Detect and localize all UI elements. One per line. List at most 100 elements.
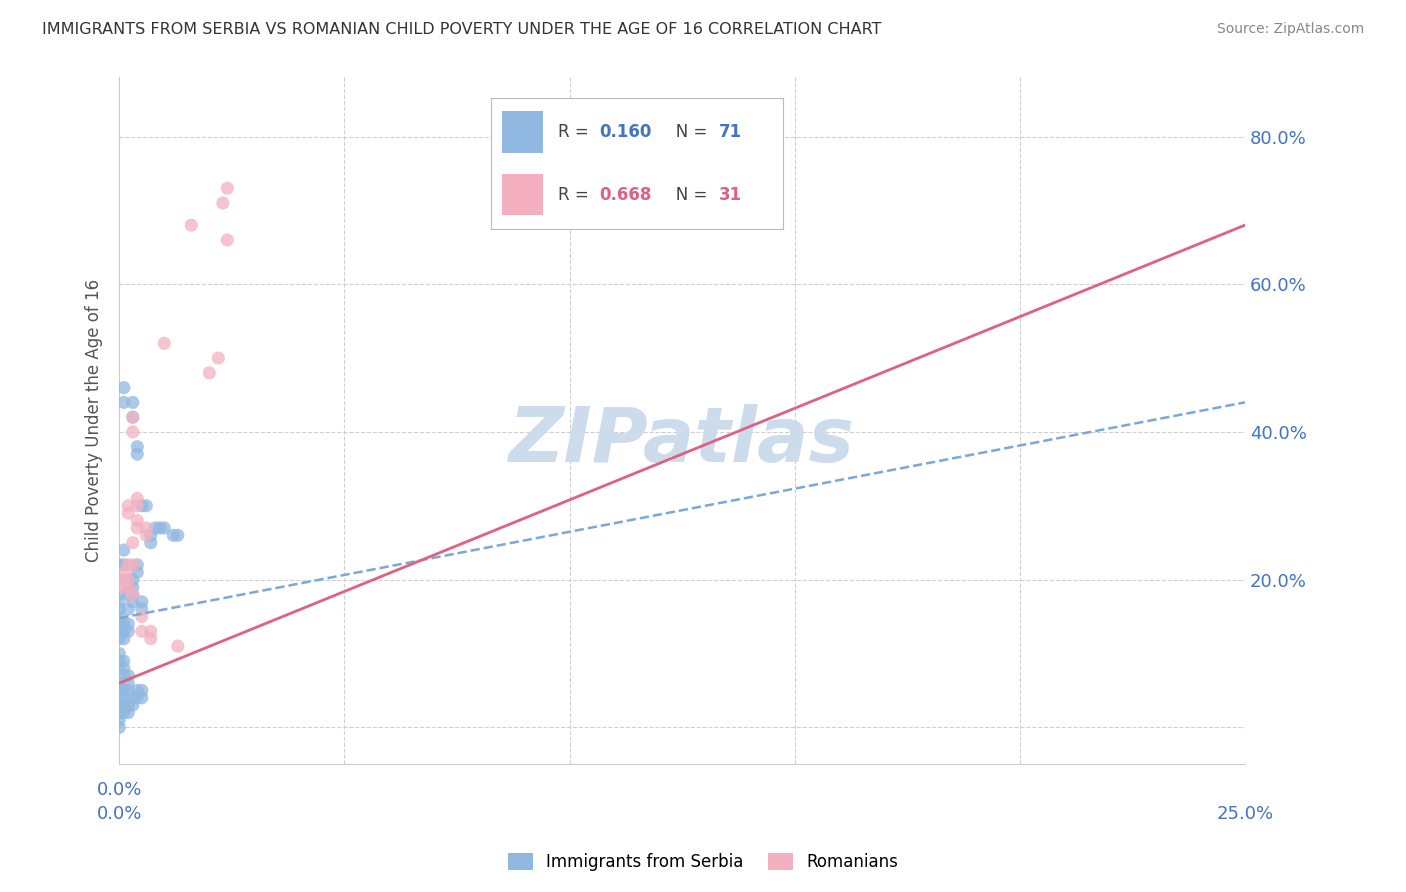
Point bbox=[121, 580, 143, 594]
Point bbox=[127, 491, 149, 506]
Point bbox=[207, 351, 229, 365]
Point bbox=[217, 181, 239, 195]
Point bbox=[121, 425, 143, 439]
Text: 0.0%: 0.0% bbox=[97, 780, 142, 799]
Point bbox=[112, 381, 135, 395]
Point bbox=[117, 676, 139, 690]
Point bbox=[117, 602, 139, 616]
Point bbox=[131, 602, 153, 616]
Point bbox=[112, 566, 135, 580]
Point bbox=[121, 410, 143, 425]
Point bbox=[117, 580, 139, 594]
Text: 0.0%: 0.0% bbox=[97, 805, 142, 823]
Point bbox=[127, 514, 149, 528]
Point bbox=[108, 624, 131, 639]
Point bbox=[112, 580, 135, 594]
Point bbox=[127, 566, 149, 580]
Point bbox=[162, 528, 184, 542]
Point bbox=[139, 632, 162, 646]
Point bbox=[139, 535, 162, 549]
Point bbox=[112, 573, 135, 587]
Point bbox=[108, 713, 131, 727]
Point bbox=[135, 521, 157, 535]
Point bbox=[112, 698, 135, 713]
Point bbox=[117, 573, 139, 587]
Legend: Immigrants from Serbia, Romanians: Immigrants from Serbia, Romanians bbox=[499, 845, 907, 880]
Point bbox=[117, 573, 139, 587]
Text: IMMIGRANTS FROM SERBIA VS ROMANIAN CHILD POVERTY UNDER THE AGE OF 16 CORRELATION: IMMIGRANTS FROM SERBIA VS ROMANIAN CHILD… bbox=[42, 22, 882, 37]
Point bbox=[131, 595, 153, 609]
Point bbox=[117, 580, 139, 594]
Point bbox=[117, 499, 139, 513]
Point bbox=[117, 506, 139, 520]
Point bbox=[127, 690, 149, 705]
Point bbox=[131, 624, 153, 639]
Text: Source: ZipAtlas.com: Source: ZipAtlas.com bbox=[1216, 22, 1364, 37]
Point bbox=[117, 668, 139, 682]
Point bbox=[166, 639, 188, 653]
Point bbox=[112, 395, 135, 409]
Point bbox=[198, 366, 221, 380]
Point bbox=[112, 624, 135, 639]
Point bbox=[153, 336, 176, 351]
Point bbox=[217, 233, 239, 247]
Point bbox=[117, 624, 139, 639]
Point bbox=[121, 535, 143, 549]
Point bbox=[108, 683, 131, 698]
Point bbox=[127, 521, 149, 535]
Point bbox=[139, 528, 162, 542]
Point bbox=[112, 558, 135, 572]
Point bbox=[112, 632, 135, 646]
Point bbox=[121, 573, 143, 587]
Point bbox=[108, 647, 131, 661]
Point bbox=[143, 521, 166, 535]
Point bbox=[127, 558, 149, 572]
Point bbox=[108, 690, 131, 705]
Point bbox=[166, 528, 188, 542]
Text: ZIPatlas: ZIPatlas bbox=[509, 404, 855, 478]
Point bbox=[121, 410, 143, 425]
Point bbox=[117, 683, 139, 698]
Point bbox=[127, 499, 149, 513]
Point bbox=[117, 616, 139, 631]
Point bbox=[149, 521, 172, 535]
Point bbox=[108, 595, 131, 609]
Point bbox=[112, 668, 135, 682]
Point bbox=[117, 698, 139, 713]
Point bbox=[131, 683, 153, 698]
Y-axis label: Child Poverty Under the Age of 16: Child Poverty Under the Age of 16 bbox=[86, 279, 103, 563]
Point bbox=[108, 654, 131, 668]
Point bbox=[112, 661, 135, 675]
Point bbox=[108, 720, 131, 734]
Point bbox=[127, 440, 149, 454]
Point bbox=[108, 558, 131, 572]
Point bbox=[131, 690, 153, 705]
Point bbox=[117, 587, 139, 601]
Point bbox=[108, 616, 131, 631]
Point bbox=[117, 706, 139, 720]
Point bbox=[112, 706, 135, 720]
Point bbox=[108, 706, 131, 720]
Point bbox=[121, 558, 143, 572]
Point bbox=[135, 528, 157, 542]
Point bbox=[112, 616, 135, 631]
Point bbox=[131, 609, 153, 624]
Point bbox=[108, 602, 131, 616]
Point bbox=[112, 683, 135, 698]
Point bbox=[121, 595, 143, 609]
Point bbox=[131, 499, 153, 513]
Text: 25.0%: 25.0% bbox=[1216, 805, 1274, 823]
Point bbox=[112, 543, 135, 558]
Point bbox=[108, 587, 131, 601]
Point bbox=[117, 558, 139, 572]
Point bbox=[180, 218, 202, 232]
Point bbox=[139, 624, 162, 639]
Point bbox=[108, 661, 131, 675]
Point bbox=[127, 447, 149, 461]
Point bbox=[108, 698, 131, 713]
Point bbox=[135, 499, 157, 513]
Point bbox=[112, 690, 135, 705]
Point bbox=[108, 609, 131, 624]
Point bbox=[108, 573, 131, 587]
Point bbox=[121, 587, 143, 601]
